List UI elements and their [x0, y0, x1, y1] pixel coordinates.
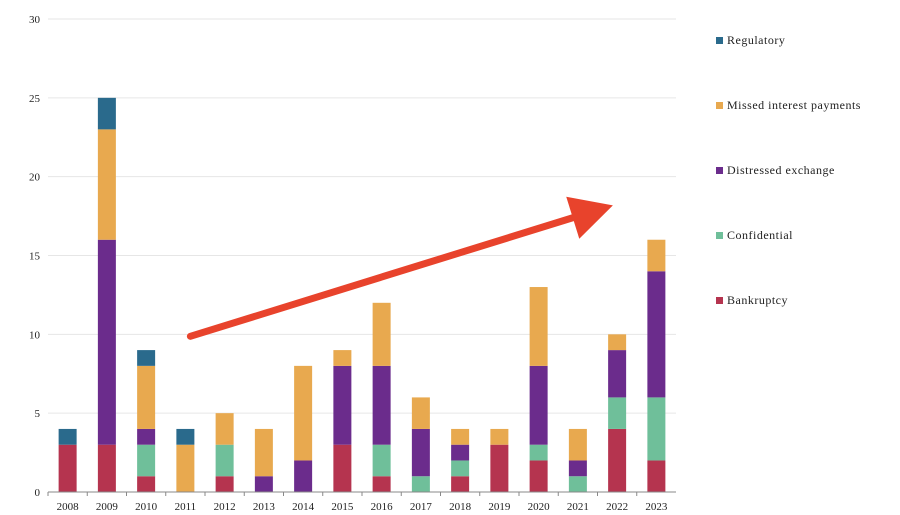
- bar-segment: [647, 397, 666, 461]
- x-tick-label: 2013: [253, 501, 276, 513]
- y-tick-label: 30: [29, 14, 41, 26]
- x-tick-label: 2021: [567, 501, 589, 513]
- bar-segment: [97, 97, 116, 130]
- bar-segment: [372, 444, 391, 477]
- bar-segment: [647, 239, 666, 272]
- bar-segment: [529, 287, 548, 366]
- bar-segment: [372, 302, 391, 366]
- y-tick-label: 25: [29, 93, 41, 105]
- x-tick-label: 2022: [606, 501, 628, 513]
- bar-segment: [411, 428, 430, 477]
- x-tick-label: 2019: [488, 501, 511, 513]
- x-tick-label: 2011: [175, 501, 197, 513]
- x-tick-label: 2014: [292, 501, 315, 513]
- bar-segment: [137, 428, 156, 445]
- legend-swatch: [716, 297, 723, 304]
- bar-segment: [137, 476, 156, 492]
- bar-segment: [215, 413, 234, 445]
- bar-segment: [372, 476, 391, 492]
- bar-segment: [608, 428, 627, 492]
- bar-segment: [333, 365, 352, 445]
- bar-segment: [608, 334, 627, 351]
- x-tick-label: 2012: [214, 501, 236, 513]
- bar-segment: [608, 350, 627, 398]
- bar-segment: [568, 428, 587, 461]
- bar-segment: [137, 444, 156, 477]
- bar-segment: [451, 444, 470, 461]
- legend-swatch: [716, 232, 723, 239]
- bar-segment: [372, 365, 391, 445]
- legend-label: Bankruptcy: [727, 293, 788, 307]
- x-tick-label: 2010: [135, 501, 158, 513]
- bar-segment: [608, 397, 627, 429]
- x-axis: 2008 2009 2010 2011 2012 2013 2014 2015 2016 2017…: [47, 492, 668, 513]
- x-tick-label: 2017: [410, 501, 433, 513]
- bar-segment: [215, 476, 234, 492]
- bar-segment: [215, 444, 234, 477]
- legend: Regulatory Missed interest payments Distre…: [716, 33, 861, 307]
- bar-segment: [294, 460, 313, 492]
- arrow-head: [566, 196, 613, 239]
- y-tick-label: 5: [35, 408, 41, 420]
- legend-swatch: [716, 102, 723, 109]
- bar-segment: [568, 476, 587, 492]
- bar-segment: [411, 476, 430, 492]
- arrow-shaft: [186, 214, 577, 340]
- bar-segment: [137, 350, 156, 366]
- bar-segment: [529, 460, 548, 492]
- y-tick-label: 20: [29, 172, 41, 184]
- bar-segment: [647, 271, 666, 398]
- bar-segment: [58, 428, 77, 445]
- legend-label: Confidential: [727, 228, 793, 242]
- bar-segment: [568, 460, 587, 477]
- legend-label: Distressed exchange: [727, 163, 835, 177]
- bar-segment: [451, 428, 470, 445]
- bar-segment: [254, 428, 273, 477]
- x-tick-label: 2015: [331, 501, 354, 513]
- gridlines: [48, 18, 676, 414]
- bar-segment: [254, 476, 273, 492]
- bar-segment: [451, 476, 470, 492]
- bars: [58, 97, 666, 492]
- y-tick-label: 0: [35, 487, 41, 499]
- bar-segment: [647, 460, 666, 492]
- legend-label: Missed interest payments: [727, 98, 861, 112]
- x-tick-label: 2009: [96, 501, 119, 513]
- bar-segment: [333, 444, 352, 492]
- bar-segment: [529, 444, 548, 461]
- bar-segment: [333, 350, 352, 366]
- x-tick-label: 2018: [449, 501, 472, 513]
- bar-segment: [58, 444, 77, 492]
- x-tick-label: 2023: [645, 501, 668, 513]
- bar-segment: [294, 365, 313, 461]
- legend-swatch: [716, 37, 723, 44]
- bar-segment: [137, 365, 156, 429]
- x-tick-label: 2020: [528, 501, 551, 513]
- bar-segment: [176, 444, 195, 492]
- x-tick-label: 2016: [371, 501, 394, 513]
- bar-segment: [97, 129, 116, 240]
- y-axis: 0 5 10 15 20 25 30: [29, 14, 41, 499]
- bar-segment: [451, 460, 470, 477]
- bar-segment: [97, 239, 116, 445]
- bar-segment: [490, 444, 509, 492]
- legend-swatch: [716, 167, 723, 174]
- bar-segment: [529, 365, 548, 445]
- bar-segment: [176, 428, 195, 445]
- bar-segment: [490, 428, 509, 445]
- y-tick-label: 15: [29, 251, 41, 263]
- legend-label: Regulatory: [727, 33, 785, 47]
- x-tick-label: 2008: [57, 501, 80, 513]
- y-tick-label: 10: [29, 329, 41, 341]
- trend-arrow: [186, 196, 613, 340]
- bar-segment: [97, 444, 116, 492]
- bar-segment: [411, 397, 430, 429]
